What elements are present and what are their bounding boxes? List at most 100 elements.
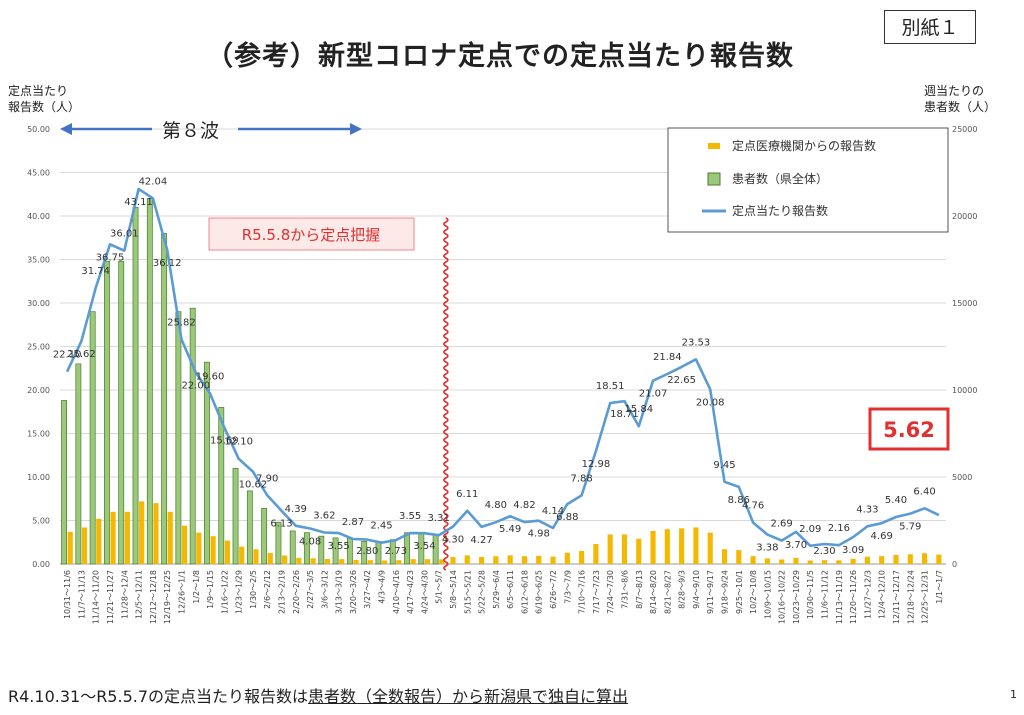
data-label: 6.11 bbox=[456, 489, 478, 500]
bar-clinics bbox=[67, 531, 73, 564]
footnote-prefix: R4.10.31～R5.5.7の定点当たり報告数は bbox=[8, 687, 309, 706]
bar-clinics bbox=[521, 556, 528, 564]
data-label: 4.69 bbox=[871, 531, 893, 542]
bar-clinics bbox=[324, 558, 331, 564]
bar-clinics bbox=[679, 528, 685, 564]
bar-clinics bbox=[621, 534, 628, 564]
left-tick-label: 40.00 bbox=[27, 212, 50, 221]
wave-label: 第８波 bbox=[162, 120, 220, 142]
left-axis-title: 定点当たり 報告数（人） bbox=[8, 84, 81, 114]
data-label: 23.53 bbox=[682, 337, 711, 348]
x-tick-label: 9/4～9/10 bbox=[692, 570, 701, 609]
data-label: 18.51 bbox=[596, 381, 625, 392]
data-label: 3.38 bbox=[756, 543, 778, 554]
data-label: 21.07 bbox=[639, 389, 668, 400]
x-tick-label: 5/29～6/4 bbox=[492, 570, 501, 609]
left-y-ticks: 0.00 5.00 10.00 15.00 20.00 25.00 30.00 35.00 40… bbox=[27, 125, 50, 569]
data-label: 15.84 bbox=[624, 404, 653, 415]
bar-clinics bbox=[707, 532, 713, 564]
data-label: 6.13 bbox=[270, 519, 292, 530]
x-tick-label: 9/18～9/24 bbox=[721, 570, 730, 614]
data-label: 4.80 bbox=[485, 500, 507, 511]
x-tick-label: 8/14～8/20 bbox=[649, 570, 658, 614]
bar-clinics bbox=[396, 560, 402, 564]
data-label: 2.30 bbox=[813, 546, 835, 557]
bar-patients bbox=[161, 233, 168, 565]
x-tick-label: 11/14～11/20 bbox=[92, 570, 101, 624]
right-axis-title: 週当たりの 患者数（人） bbox=[924, 84, 997, 114]
data-label: 20.08 bbox=[696, 397, 725, 408]
left-tick-label: 5.00 bbox=[32, 517, 50, 526]
data-label: 19.60 bbox=[196, 371, 225, 382]
bar-clinics bbox=[81, 527, 88, 564]
bar-clinics bbox=[507, 555, 513, 564]
bar-patients bbox=[75, 363, 82, 565]
x-tick-label: 11/6～11/12 bbox=[821, 570, 830, 619]
x-tick-label: 9/11～9/17 bbox=[706, 570, 715, 614]
x-tick-label: 11/28～12/4 bbox=[120, 570, 129, 619]
latest-callout: 5.62 bbox=[868, 407, 950, 451]
x-tick-label: 6/19～6/25 bbox=[535, 570, 544, 614]
bar-clinics bbox=[139, 501, 145, 564]
x-tick-label: 10/16～10/22 bbox=[778, 570, 787, 624]
bar-clinics bbox=[650, 530, 656, 564]
x-tick-label: 9/25～10/1 bbox=[735, 570, 744, 614]
x-tick-label: 5/15～5/21 bbox=[463, 570, 472, 614]
bar-clinics bbox=[821, 560, 828, 564]
data-label: 25.82 bbox=[167, 317, 196, 328]
x-tick-label: 6/5～6/11 bbox=[506, 570, 515, 609]
x-tick-label: 6/12～6/18 bbox=[520, 570, 529, 614]
data-label: 4.82 bbox=[513, 500, 535, 511]
data-label: 18.71 bbox=[610, 409, 639, 420]
data-label: 2.73 bbox=[385, 546, 407, 557]
bar-clinics bbox=[721, 549, 728, 564]
data-label: 3.55 bbox=[399, 511, 421, 522]
right-tick-label: 15000 bbox=[952, 299, 977, 308]
left-tick-label: 20.00 bbox=[27, 386, 50, 395]
data-label: 2.87 bbox=[342, 517, 364, 528]
right-tick-label: 25000 bbox=[952, 125, 977, 134]
bar-clinics bbox=[353, 559, 359, 564]
bar-clinics bbox=[493, 556, 499, 564]
x-tick-labels: 10/31～11/6 11/7～11/13 11/14～11/20 11/21～11/… bbox=[63, 570, 944, 624]
data-label: 3.62 bbox=[313, 511, 335, 522]
left-tick-label: 10.00 bbox=[27, 473, 50, 482]
bar-clinics bbox=[579, 550, 585, 564]
bar-clinics bbox=[850, 558, 856, 564]
bar-clinics bbox=[310, 558, 316, 564]
x-tick-label: 12/25～12/31 bbox=[921, 570, 930, 624]
bar-clinics bbox=[367, 560, 373, 564]
x-tick-label: 12/18～12/24 bbox=[906, 570, 915, 624]
bar-clinics bbox=[224, 540, 230, 564]
bars bbox=[61, 198, 942, 565]
bar-clinics bbox=[410, 559, 416, 564]
x-tick-label: 1/30～2/5 bbox=[249, 570, 258, 609]
bar-clinics bbox=[110, 511, 116, 564]
x-tick-label: 7/24～7/30 bbox=[606, 570, 615, 614]
left-tick-label: 15.00 bbox=[27, 430, 50, 439]
data-label: 4.27 bbox=[470, 535, 492, 546]
bar-patients bbox=[132, 206, 139, 565]
x-tick-label: 7/31～8/6 bbox=[620, 570, 629, 609]
left-tick-label: 35.00 bbox=[27, 256, 50, 265]
x-tick-label: 4/10～4/16 bbox=[392, 570, 401, 614]
data-label: 7.88 bbox=[570, 473, 592, 484]
x-tick-label: 10/2～10/8 bbox=[749, 570, 758, 614]
x-tick-label: 4/24～4/30 bbox=[420, 570, 429, 614]
x-tick-label: 11/20～11/26 bbox=[849, 570, 858, 624]
x-tick-label: 1/9～1/15 bbox=[206, 570, 215, 609]
right-y-ticks: 0 5000 10000 15000 20000 25000 bbox=[952, 125, 977, 569]
x-tick-label: 5/1～5/7 bbox=[435, 570, 444, 604]
data-label: 43.11 bbox=[124, 197, 153, 208]
bar-clinics bbox=[764, 558, 770, 564]
bar-clinics bbox=[253, 549, 259, 564]
data-label: 22.10 bbox=[53, 350, 82, 361]
data-label: 3.55 bbox=[328, 541, 350, 552]
latest-value: 5.62 bbox=[883, 418, 935, 442]
bar-clinics bbox=[664, 529, 670, 564]
bar-patients bbox=[61, 400, 67, 565]
x-tick-label: 11/27～12/3 bbox=[863, 570, 872, 619]
bar-clinics bbox=[750, 556, 756, 564]
data-label: 5.49 bbox=[499, 524, 521, 535]
